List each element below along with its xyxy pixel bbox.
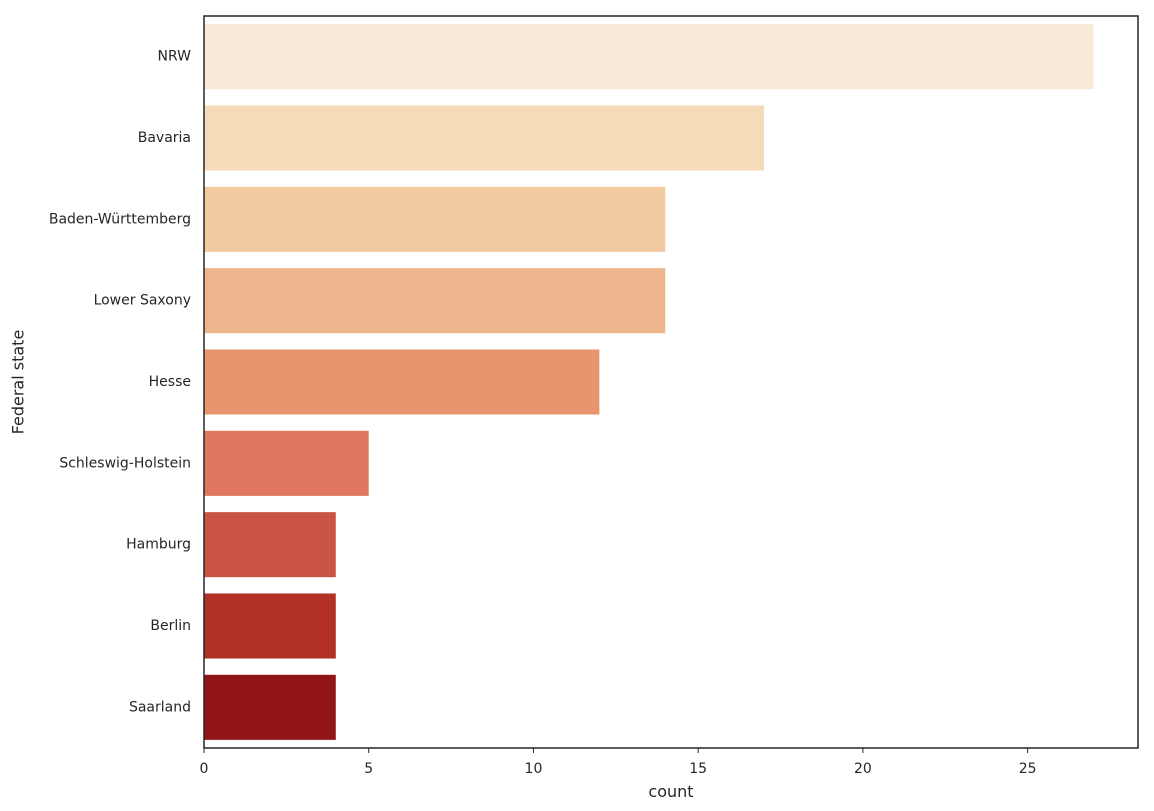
plot-frame — [203, 15, 1139, 749]
bar-baden-w-rttemberg — [204, 186, 666, 252]
y-tick-label: Hamburg — [126, 537, 191, 553]
y-axis-title: Federal state — [9, 330, 28, 435]
y-tick-label: Saarland — [129, 699, 191, 715]
x-axis-title: count — [648, 782, 693, 801]
bar-hamburg — [204, 512, 336, 578]
y-tick-label: Berlin — [150, 618, 191, 634]
y-tick-label: Bavaria — [138, 130, 191, 146]
bar-lower-saxony — [204, 268, 666, 334]
bars-group — [204, 24, 1094, 740]
bar-bavaria — [204, 105, 765, 171]
bar-hesse — [204, 349, 600, 415]
y-tick-label: Hesse — [149, 374, 191, 390]
y-tick-labels: NRW Bavaria Baden-Württemberg Lower Saxony H… — [49, 49, 191, 716]
bar-berlin — [204, 593, 336, 659]
x-tick-label: 20 — [854, 761, 872, 777]
x-tick-label: 15 — [689, 761, 707, 777]
bar-nrw — [204, 24, 1094, 90]
x-tick-label: 0 — [200, 761, 209, 777]
y-tick-label: Lower Saxony — [94, 293, 191, 309]
y-tick-label: Baden-Württemberg — [49, 211, 191, 227]
x-ticks: 0 5 10 15 20 25 — [200, 748, 1037, 777]
y-tick-label: Schleswig-Holstein — [59, 455, 191, 471]
y-tick-label: NRW — [158, 49, 192, 65]
bar-schleswig-holstein — [204, 430, 369, 496]
bar-saarland — [204, 674, 336, 740]
x-tick-label: 25 — [1019, 761, 1037, 777]
x-tick-label: 10 — [525, 761, 543, 777]
x-tick-label: 5 — [364, 761, 373, 777]
